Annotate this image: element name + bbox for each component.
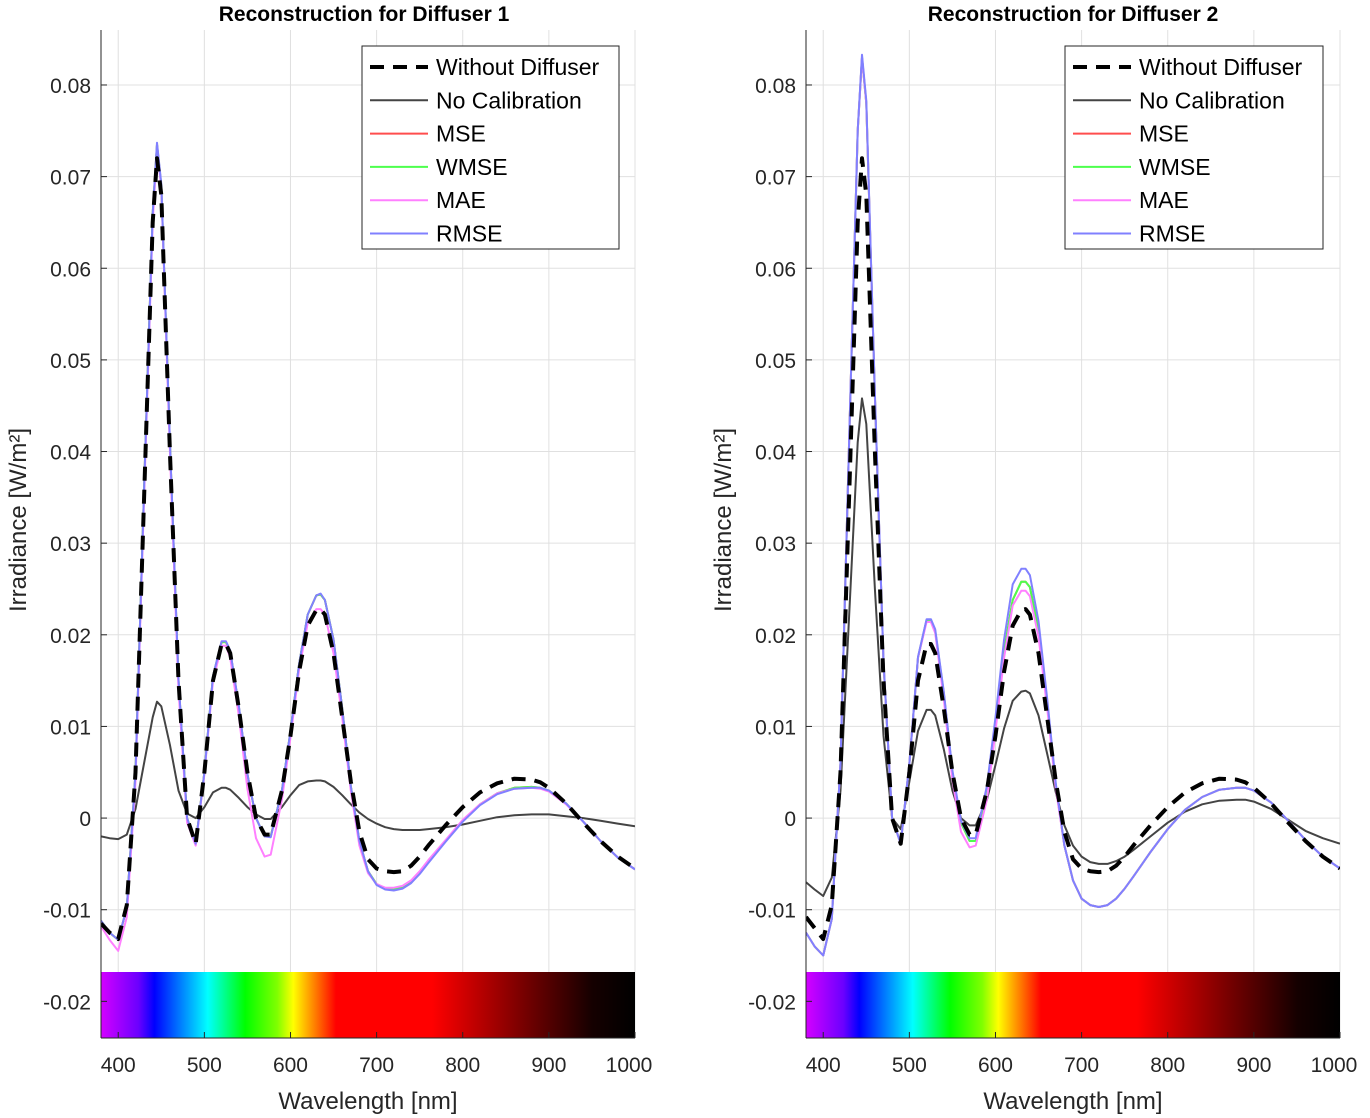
y-tick-label: 0.06 <box>755 258 796 281</box>
y-tick-label: 0.08 <box>755 75 796 98</box>
x-tick-label: 800 <box>1150 1054 1185 1077</box>
legend-label: WMSE <box>436 154 508 180</box>
y-tick-label: 0.04 <box>50 442 91 465</box>
legend-label: No Calibration <box>1139 87 1285 113</box>
legend-label: Without Diffuser <box>1139 54 1303 80</box>
x-tick-label: 900 <box>1236 1054 1271 1077</box>
y-tick-label: 0.03 <box>50 533 91 556</box>
y-tick-label: 0.04 <box>755 442 796 465</box>
x-tick-label: 900 <box>531 1054 566 1077</box>
legend-label: MAE <box>436 187 486 213</box>
legend-box <box>1064 45 1324 250</box>
y-tick-label: -0.02 <box>43 991 91 1014</box>
y-tick-label: 0.07 <box>755 167 796 190</box>
legend-label: No Calibration <box>436 87 582 113</box>
x-tick-label: 600 <box>978 1054 1013 1077</box>
series-line-without-diffuser <box>101 156 635 941</box>
x-tick-label: 700 <box>359 1054 394 1077</box>
y-tick-label: 0 <box>784 808 796 831</box>
legend-label: MSE <box>1139 121 1189 147</box>
x-tick-label: 1000 <box>606 1054 653 1077</box>
y-tick-label: 0.03 <box>755 533 796 556</box>
y-tick-label: 0.01 <box>755 716 796 739</box>
y-tick-label: -0.01 <box>748 900 796 923</box>
y-axis-label: Irradiance [W/m²] <box>710 428 737 612</box>
chart-title: Reconstruction for Diffuser 2 <box>928 3 1219 26</box>
y-tick-label: -0.02 <box>748 991 796 1014</box>
y-tick-label: 0 <box>79 808 91 831</box>
legend-label: MAE <box>1139 187 1189 213</box>
x-tick-label: 700 <box>1064 1054 1099 1077</box>
x-tick-label: 1000 <box>1311 1054 1358 1077</box>
x-tick-label: 600 <box>273 1054 308 1077</box>
legend-box <box>361 45 620 250</box>
x-tick-label: 800 <box>445 1054 480 1077</box>
y-tick-label: 0.07 <box>50 167 91 190</box>
panel-diffuser-1: 400 500 600 700 800 900 1000 -0.02 -0.01 0 0.01 0.0… <box>5 3 652 1115</box>
series-line-without-diffuser <box>806 156 1340 941</box>
spectrum-colorbar <box>806 972 1340 1038</box>
x-tick-label: 400 <box>101 1054 136 1077</box>
panel-diffuser-2: 400 500 600 700 800 900 1000 -0.02 -0.01 0 0.01 0.0… <box>710 3 1357 1115</box>
y-tick-label: 0.05 <box>755 350 796 373</box>
legend-label: RMSE <box>436 221 502 247</box>
y-tick-label: 0.02 <box>50 625 91 648</box>
series-line-no-calibration <box>101 700 635 841</box>
legend: Without Diffuser No Calibration MSE WMSE MAE… <box>361 45 620 250</box>
chart-title: Reconstruction for Diffuser 1 <box>219 3 510 26</box>
series-line-no-calibration <box>806 397 1340 897</box>
y-tick-label: 0.06 <box>50 258 91 281</box>
spectrum-colorbar <box>101 972 635 1038</box>
x-tick-label: 500 <box>187 1054 222 1077</box>
legend-label: MSE <box>436 121 486 147</box>
y-tick-label: -0.01 <box>43 900 91 923</box>
x-tick-label: 400 <box>806 1054 841 1077</box>
y-tick-label: 0.08 <box>50 75 91 98</box>
y-tick-label: 0.05 <box>50 350 91 373</box>
y-tick-label: 0.01 <box>50 716 91 739</box>
legend-label: WMSE <box>1139 154 1211 180</box>
legend-label: Without Diffuser <box>436 54 600 80</box>
y-tick-label: 0.02 <box>755 625 796 648</box>
legend-label: RMSE <box>1139 221 1205 247</box>
legend: Without Diffuser No Calibration MSE WMSE MAE… <box>1064 45 1324 250</box>
x-axis-label: Wavelength [nm] <box>278 1088 457 1115</box>
x-axis-label: Wavelength [nm] <box>983 1088 1162 1115</box>
y-axis-label: Irradiance [W/m²] <box>5 428 32 612</box>
x-tick-label: 500 <box>892 1054 927 1077</box>
